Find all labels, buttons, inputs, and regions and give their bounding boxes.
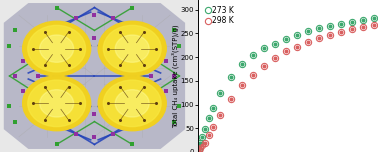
Circle shape (98, 21, 166, 76)
Circle shape (23, 21, 91, 76)
Circle shape (115, 90, 149, 117)
Circle shape (40, 90, 74, 117)
Circle shape (98, 76, 166, 131)
Circle shape (103, 80, 161, 127)
Circle shape (40, 35, 74, 62)
Circle shape (28, 25, 85, 72)
Legend: 273 K, 298 K: 273 K, 298 K (206, 5, 235, 26)
Polygon shape (4, 3, 185, 149)
Y-axis label: Total CH₄ uptake (cm³(STP)/g): Total CH₄ uptake (cm³(STP)/g) (172, 24, 179, 128)
Circle shape (28, 80, 85, 127)
Circle shape (23, 76, 91, 131)
Circle shape (103, 25, 161, 72)
Circle shape (115, 35, 149, 62)
